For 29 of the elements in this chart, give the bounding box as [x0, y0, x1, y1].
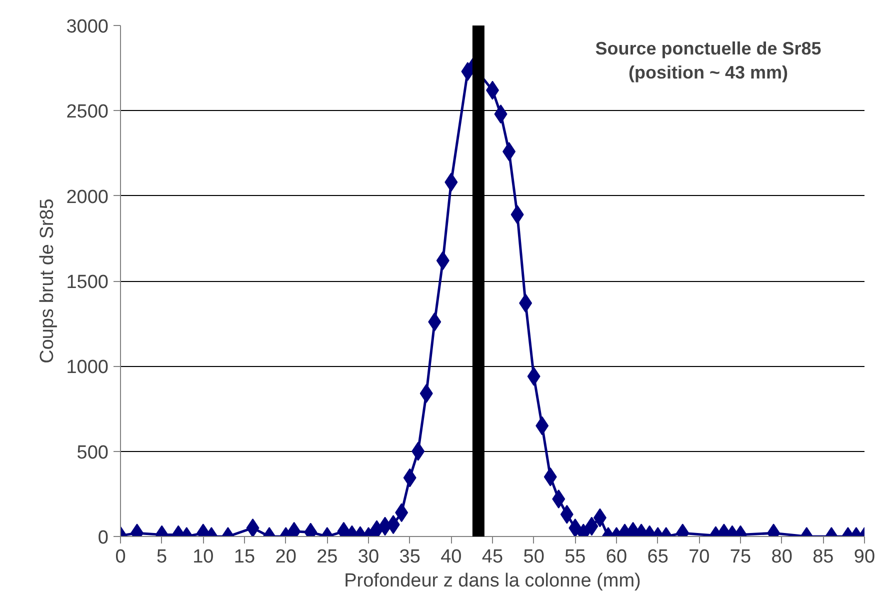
y-tick-label: 2500 — [66, 102, 109, 123]
x-tick-label: 15 — [234, 546, 256, 568]
x-tick-label: 35 — [399, 546, 420, 568]
x-tick-label: 5 — [156, 546, 168, 568]
y-tick-label: 2000 — [66, 186, 109, 208]
x-tick-label: 45 — [482, 546, 504, 568]
y-tick-label: 0 — [98, 528, 109, 548]
x-tick-label: 25 — [316, 546, 338, 568]
x-tick-label: 65 — [647, 546, 668, 568]
x-tick-label: 55 — [564, 546, 586, 568]
x-tick-label: 60 — [606, 546, 628, 568]
x-tick-label: 40 — [440, 546, 462, 568]
x-tick-label: 90 — [854, 546, 876, 568]
y-tick-label: 500 — [76, 442, 108, 464]
x-tick-label: 70 — [688, 546, 710, 568]
y-tick-label: 1000 — [66, 357, 109, 378]
x-tick-label: 0 — [115, 546, 126, 568]
x-tick-label: 85 — [812, 546, 834, 568]
x-tick-label: 30 — [358, 546, 380, 568]
x-tick-label: 50 — [523, 546, 544, 568]
x-tick-label: 20 — [275, 546, 296, 568]
y-axis-title: Coups brut de Sr85 — [37, 198, 58, 364]
annotation: Source ponctuelle de Sr85 (position ~ 43 mm) — [595, 38, 822, 82]
x-tick-label: 80 — [771, 546, 792, 568]
x-axis-title: Profondeur z dans la colonne (mm) — [344, 570, 641, 592]
y-tick-label: 3000 — [66, 16, 109, 38]
x-tick-label: 75 — [730, 546, 752, 568]
y-tick-label: 1500 — [66, 272, 109, 293]
x-tick-label: 10 — [192, 546, 214, 568]
